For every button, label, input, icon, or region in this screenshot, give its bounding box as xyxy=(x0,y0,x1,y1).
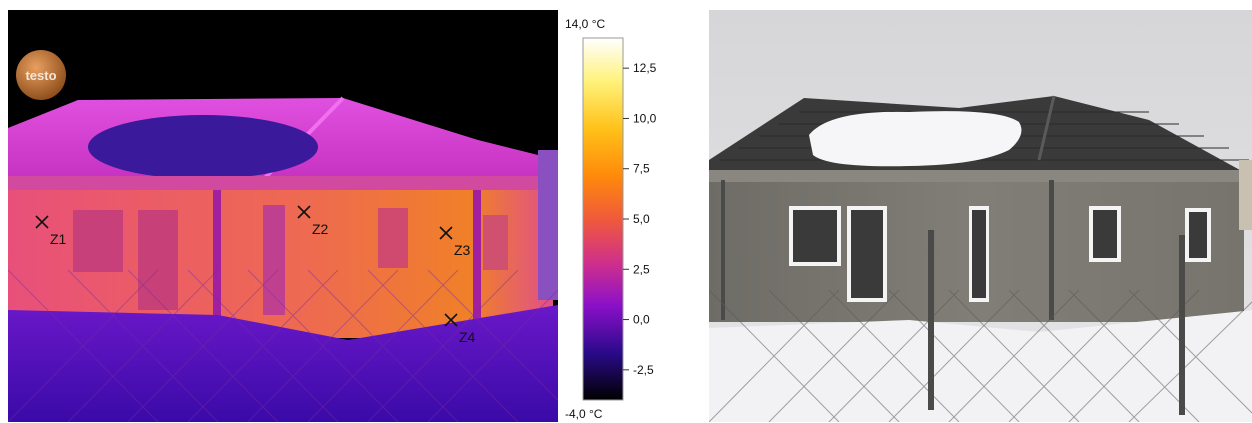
thermal-ground xyxy=(8,305,558,422)
marker-z4: Z4 xyxy=(444,313,476,345)
thermal-door xyxy=(138,210,178,310)
marker-z1: Z1 xyxy=(35,215,67,247)
thermal-image: testo Z1 Z2 Z3 Z4 xyxy=(8,10,558,422)
svg-text:Z3: Z3 xyxy=(454,242,471,258)
scale-tick-label: 2,5 xyxy=(633,262,650,276)
photo-fence-post xyxy=(928,230,934,410)
thermal-fence xyxy=(8,269,558,422)
svg-text:Z4: Z4 xyxy=(459,329,476,345)
photo-roof-ridge xyxy=(1037,95,1056,161)
photo-door-pane xyxy=(972,210,986,298)
photo-window-pane xyxy=(793,210,837,262)
thermal-pillar xyxy=(473,190,481,420)
photo-fence xyxy=(709,289,1252,422)
scale-tick-label: 7,5 xyxy=(633,162,650,176)
thermal-window xyxy=(378,208,408,268)
photo-neighbor-house xyxy=(1239,160,1252,230)
scale-ticks: 12,5 10,0 7,5 5,0 2,5 0,0 -2,5 xyxy=(623,61,657,377)
photo-fence-post xyxy=(1179,235,1185,415)
photo-downpipe xyxy=(721,180,725,320)
thermal-window xyxy=(73,210,123,272)
scale-max-label: 14,0 °C xyxy=(565,17,605,31)
thermal-snow-patch xyxy=(88,115,318,179)
thermal-annex xyxy=(538,150,558,300)
svg-text:Z2: Z2 xyxy=(312,221,329,237)
photo-eave xyxy=(709,170,1249,184)
photo-snow-ground xyxy=(709,310,1252,422)
marker-z2: Z2 xyxy=(297,205,329,237)
scale-tick-label: 5,0 xyxy=(633,212,650,226)
svg-text:Z1: Z1 xyxy=(50,231,67,247)
scale-bar xyxy=(582,37,624,401)
svg-text:testo: testo xyxy=(25,68,56,83)
scale-tick-label: 12,5 xyxy=(633,61,657,75)
marker-z3: Z3 xyxy=(439,226,471,258)
scale-tick-label: 10,0 xyxy=(633,111,657,125)
thermal-eave xyxy=(8,176,553,190)
temperature-scale: 14,0 °C 12,5 10,0 7,5 5,0 2,5 0,0 -2,5 -4,0 °C xyxy=(565,17,657,421)
scale-tick-label: -2,5 xyxy=(633,363,654,377)
scale-tick-label: 0,0 xyxy=(633,313,650,327)
photo-downpipe xyxy=(1049,180,1054,320)
photo-door-pane xyxy=(851,210,883,298)
thermal-door xyxy=(263,205,285,315)
thermal-window xyxy=(483,215,508,270)
visual-photo xyxy=(709,10,1252,422)
scale-min-label: -4,0 °C xyxy=(565,407,603,421)
testo-logo: testo xyxy=(16,50,66,100)
photo-roof-snow xyxy=(809,111,1022,167)
thermal-pillar xyxy=(213,190,221,420)
photo-window-pane xyxy=(1189,212,1207,258)
photo-window-pane xyxy=(1093,210,1117,258)
